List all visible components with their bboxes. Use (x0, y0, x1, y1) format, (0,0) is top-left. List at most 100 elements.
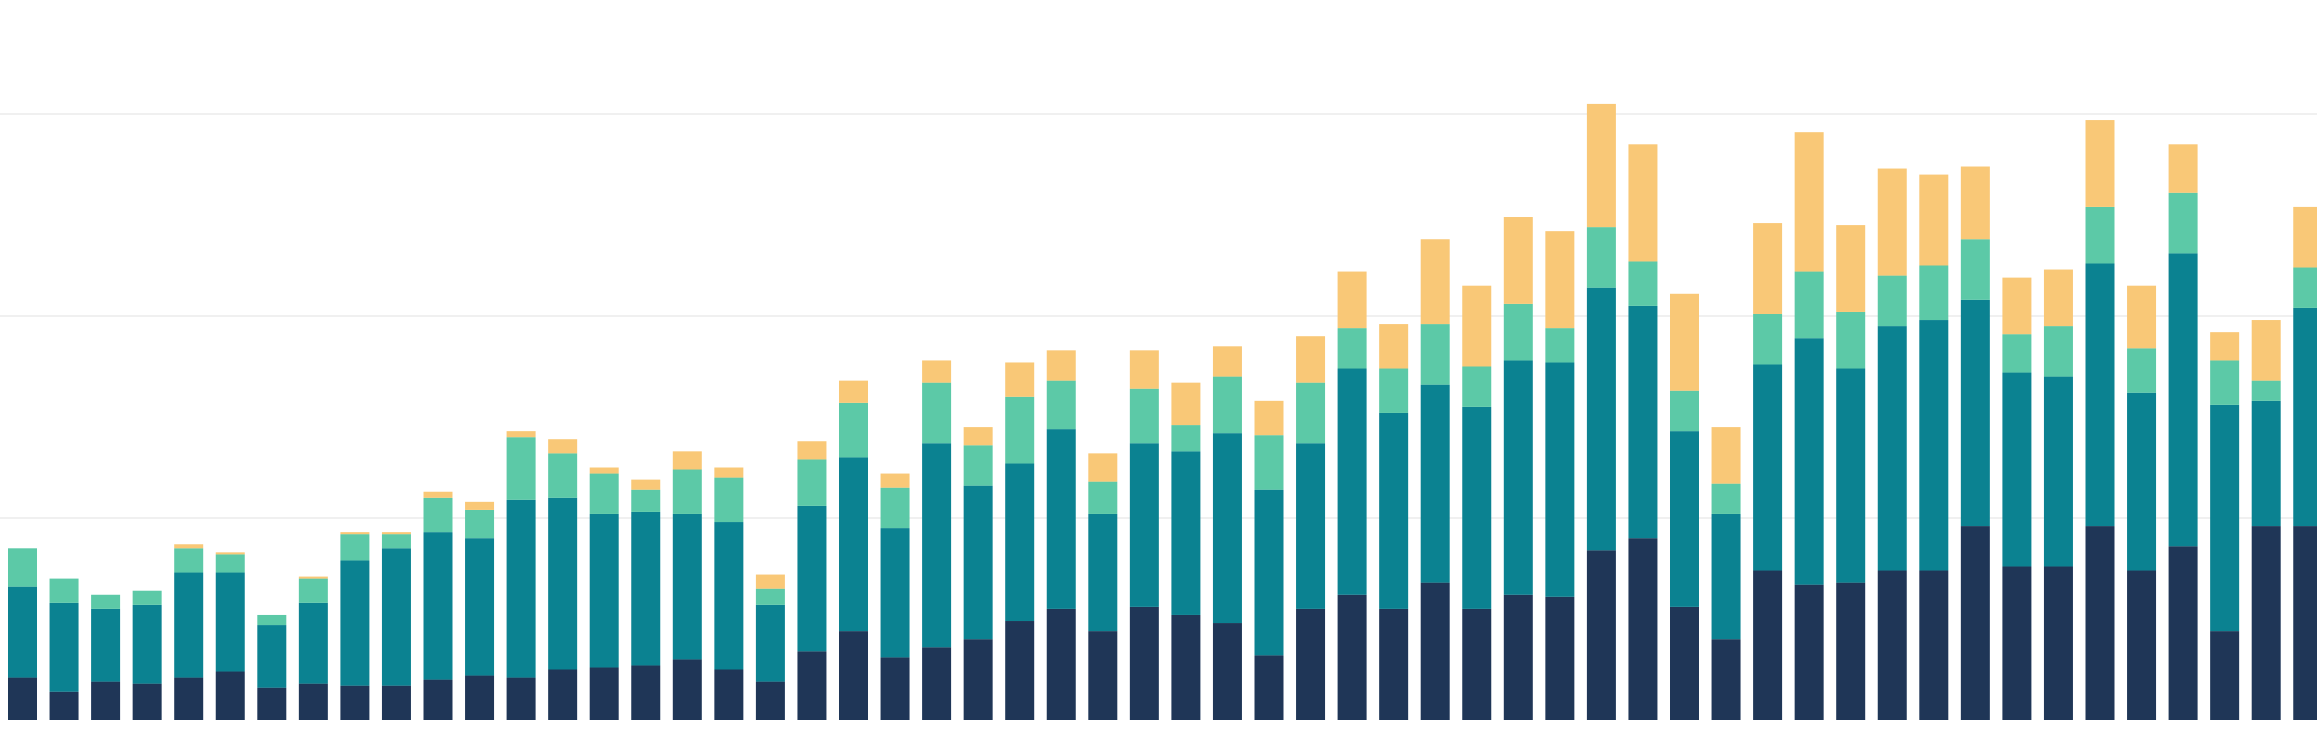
bar-series-2-11 (423, 532, 453, 680)
bar-series-4-30 (1212, 346, 1242, 377)
bar-series-4-5 (174, 544, 204, 549)
bar-series-1-27 (1088, 631, 1118, 720)
bar-stack-22 (880, 473, 910, 720)
bar-series-4-48 (1960, 166, 1990, 240)
bar-series-1-29 (1171, 614, 1201, 720)
bar-series-3-28 (1129, 388, 1159, 444)
bar-series-3-50 (2043, 326, 2073, 377)
bar-series-4-54 (2210, 332, 2240, 361)
bar-stack-11 (423, 491, 453, 720)
bar-series-4-26 (1046, 350, 1076, 381)
bar-series-3-55 (2251, 380, 2281, 401)
bar-series-3-6 (215, 554, 245, 573)
bar-stack-5 (174, 544, 204, 720)
bar-series-4-40 (1628, 144, 1658, 262)
bar-series-2-8 (298, 602, 328, 684)
bar-series-2-9 (340, 560, 370, 686)
bar-series-4-12 (465, 501, 495, 510)
bar-stack-52 (2127, 285, 2157, 720)
bar-stack-41 (1670, 293, 1699, 720)
bar-series-3-10 (381, 534, 411, 549)
bar-series-3-30 (1212, 376, 1242, 434)
bar-stack-33 (1337, 271, 1367, 720)
bar-series-1-33 (1337, 594, 1367, 720)
bar-series-2-43 (1753, 364, 1783, 571)
bar-stack-45 (1836, 225, 1866, 720)
bar-series-1-51 (2085, 526, 2115, 720)
bar-series-4-46 (1877, 168, 1907, 276)
bar-series-4-56 (2293, 206, 2317, 268)
bar-series-4-25 (1005, 362, 1035, 397)
bar-series-1-16 (631, 665, 661, 720)
bar-series-1-17 (672, 659, 702, 720)
bar-series-2-39 (1586, 287, 1616, 551)
bar-series-1-5 (174, 677, 204, 720)
bar-series-4-47 (1919, 174, 1949, 266)
bar-series-2-26 (1046, 429, 1076, 609)
bar-stack-37 (1503, 217, 1533, 720)
bar-series-1-1 (8, 677, 37, 720)
bar-series-2-13 (506, 499, 536, 678)
bar-series-4-24 (963, 427, 993, 446)
bar-series-1-26 (1046, 608, 1076, 720)
bar-series-3-17 (672, 469, 702, 514)
bar-series-1-40 (1628, 538, 1658, 720)
bar-series-2-30 (1212, 433, 1242, 624)
bar-series-3-38 (1545, 328, 1575, 363)
bar-series-3-56 (2293, 267, 2317, 308)
bar-series-4-49 (2002, 277, 2032, 335)
bar-series-1-23 (922, 647, 952, 720)
bar-series-1-55 (2251, 526, 2281, 720)
bar-series-4-29 (1171, 382, 1201, 426)
bar-series-3-12 (465, 509, 495, 539)
bar-stack-43 (1753, 223, 1783, 720)
bar-series-2-14 (548, 497, 578, 670)
bar-series-4-32 (1296, 336, 1326, 383)
bar-series-2-49 (2002, 372, 2032, 567)
bar-series-4-44 (1794, 132, 1824, 272)
bar-series-4-55 (2251, 320, 2281, 381)
bar-series-2-16 (631, 511, 661, 666)
bar-series-1-4 (132, 683, 162, 720)
bar-series-4-34 (1379, 324, 1409, 369)
bar-series-1-50 (2043, 566, 2073, 720)
bar-series-4-42 (1711, 427, 1741, 484)
bar-stack-10 (381, 532, 411, 720)
bar-stack-38 (1545, 231, 1575, 720)
bar-series-1-30 (1212, 623, 1242, 720)
bar-series-3-9 (340, 534, 370, 561)
bar-series-4-53 (2168, 144, 2198, 193)
bar-series-4-28 (1129, 350, 1159, 389)
bar-stack-16 (631, 479, 661, 720)
bar-stack-36 (1462, 285, 1492, 720)
bar-stack-40 (1628, 144, 1658, 720)
bar-series-1-8 (298, 683, 328, 720)
bar-series-3-53 (2168, 192, 2198, 254)
bar-stack-56 (2293, 206, 2317, 720)
bar-series-3-7 (257, 614, 287, 626)
bar-series-2-3 (91, 608, 121, 682)
bar-stack-17 (672, 451, 702, 720)
bar-series-2-44 (1794, 338, 1824, 585)
bar-series-4-31 (1254, 400, 1284, 436)
bar-series-2-38 (1545, 362, 1575, 597)
bar-series-2-40 (1628, 305, 1658, 539)
bar-series-3-22 (880, 487, 910, 529)
bar-series-3-31 (1254, 435, 1284, 490)
bar-series-1-42 (1711, 639, 1741, 720)
bar-stack-50 (2043, 269, 2073, 720)
bar-series-2-54 (2210, 404, 2240, 632)
bar-stack-53 (2168, 144, 2198, 720)
bar-series-2-6 (215, 572, 245, 672)
bar-series-2-2 (49, 602, 79, 692)
bar-series-4-16 (631, 479, 661, 490)
bar-series-1-34 (1379, 608, 1409, 720)
bar-series-3-2 (49, 578, 79, 603)
bar-series-2-31 (1254, 489, 1284, 656)
bar-series-4-20 (797, 441, 827, 460)
bar-series-2-46 (1877, 326, 1907, 571)
bar-series-4-11 (423, 491, 453, 498)
bar-stack-2 (49, 578, 79, 720)
bar-series-4-19 (755, 574, 785, 589)
